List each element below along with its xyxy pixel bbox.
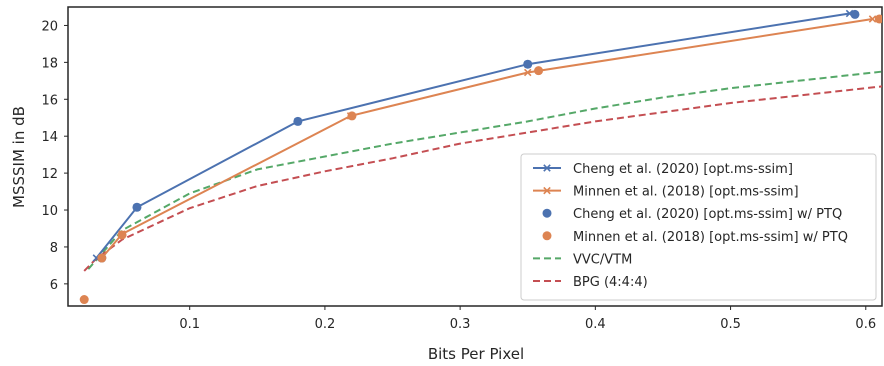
series-5 [83,85,882,272]
legend: Cheng et al. (2020) [opt.ms-ssim] Minnen … [520,153,877,301]
series-1-marker [523,68,532,77]
y-tick-label: 16 [41,93,58,108]
series-3-point [79,295,89,305]
legend-item: Minnen et al. (2018) [opt.ms-ssim] w/ PT… [542,230,848,245]
x-tick-label: 0.3 [450,317,471,332]
legend-label: Cheng et al. (2020) [opt.ms-ssim] [573,162,793,177]
legend-label: Minnen et al. (2018) [opt.ms-ssim] [573,185,799,200]
legend-box [520,153,877,301]
series-1-marker [868,15,877,23]
y-axis-title: MSSSIM in dB [10,106,28,208]
series-2-point [293,116,303,126]
legend-swatch-marker [543,164,551,172]
legend-label: BPG (4:4:4) [573,275,648,290]
series-2-point [850,9,860,19]
series-3 [79,14,882,305]
x-tick-label: 0.6 [855,317,876,332]
legend-label: Minnen et al. (2018) [opt.ms-ssim] w/ PT… [573,230,848,245]
x-tick-label: 0.5 [720,317,741,332]
legend-item: Minnen et al. (2018) [opt.ms-ssim] [533,185,799,200]
x-tick-label: 0.2 [315,317,336,332]
legend-item: BPG (4:4:4) [533,275,648,290]
series-3-point [347,111,357,121]
series-layer [79,9,882,305]
legend-label: Cheng et al. (2020) [opt.ms-ssim] w/ PTQ [573,207,842,222]
legend-swatch [542,208,552,218]
series-2-point [132,202,142,212]
y-tick-label: 20 [41,19,58,34]
x-axis-ticks: 0.1 0.2 0.3 0.4 0.5 0.6 [179,306,876,332]
legend-item: Cheng et al. (2020) [opt.ms-ssim] w/ PTQ [542,207,842,222]
y-tick-label: 18 [41,56,58,71]
y-tick-label: 12 [41,167,58,182]
x-tick-label: 0.1 [179,317,200,332]
y-axis-ticks: 6 8 10 12 14 16 18 20 [41,19,68,293]
series-3-point [874,14,882,24]
series-3-point [97,253,107,263]
y-tick-label: 6 [50,278,58,293]
y-tick-label: 8 [50,241,58,256]
series-2-point [523,59,533,69]
legend-swatch [542,231,552,241]
legend-item: Cheng et al. (2020) [opt.ms-ssim] [533,162,793,177]
y-tick-label: 10 [41,204,58,219]
x-tick-label: 0.4 [585,317,606,332]
series-3-point [534,66,544,76]
legend-label: VVC/VTM [573,252,632,267]
series-5-line [83,85,882,272]
y-tick-label: 14 [41,130,58,145]
x-axis-title: Bits Per Pixel [428,345,524,363]
legend-item: VVC/VTM [533,252,632,267]
legend-swatch-marker [543,186,551,195]
series-3-point [117,230,127,240]
